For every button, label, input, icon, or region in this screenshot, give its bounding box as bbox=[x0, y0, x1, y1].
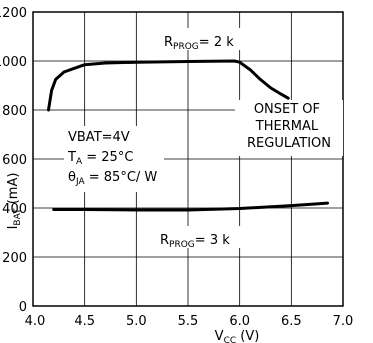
series-lines bbox=[47, 59, 329, 212]
y-tick-label: 400 bbox=[2, 202, 27, 217]
y-tick-labels: 0 200 400 600 800 1000 1200 bbox=[0, 6, 27, 315]
conditions-bg bbox=[64, 126, 164, 192]
rprog2-label: RPROG= 2 k bbox=[164, 35, 234, 52]
onset-label-bg bbox=[235, 100, 343, 156]
y-tick-label: 200 bbox=[2, 251, 27, 266]
series-line-1 bbox=[47, 59, 290, 112]
x-tick-label: 6.0 bbox=[229, 314, 250, 329]
x-tick-label: 5.5 bbox=[178, 314, 199, 329]
y-tick-label: 1000 bbox=[0, 55, 27, 70]
x-tick-label: 4.5 bbox=[74, 314, 95, 329]
y-tick-label: 1200 bbox=[0, 6, 27, 21]
plot-frame bbox=[32, 11, 344, 307]
vbat-label: VBAT=4V bbox=[68, 130, 130, 145]
rprog3-label: RPROG= 3 k bbox=[160, 233, 230, 250]
y-tick-label: 600 bbox=[2, 153, 27, 168]
x-tick-label: 7.0 bbox=[333, 314, 354, 329]
y-tick-label: 800 bbox=[2, 104, 27, 119]
x-axis-label: VCC (V) bbox=[215, 329, 260, 343]
x-tick-label: 5.0 bbox=[126, 314, 147, 329]
x-tick-labels: 4.0 4.5 5.0 5.5 6.0 6.5 7.0 bbox=[25, 314, 354, 329]
y-axis-label: IBAT (mA) bbox=[6, 173, 23, 230]
y-tick-label: 0 bbox=[19, 300, 27, 315]
theta-label: θJA = 85°C/ W bbox=[68, 170, 157, 187]
rprog3-label-bg bbox=[155, 226, 255, 248]
rprog2-label-bg bbox=[160, 28, 270, 50]
series-line-2 bbox=[52, 201, 329, 212]
x-tick-label: 6.5 bbox=[281, 314, 302, 329]
x-tick-label: 4.0 bbox=[25, 314, 46, 329]
onset-label: ONSET OF THERMAL REGULATION bbox=[247, 102, 331, 151]
ta-label: TA = 25°C bbox=[67, 150, 133, 167]
